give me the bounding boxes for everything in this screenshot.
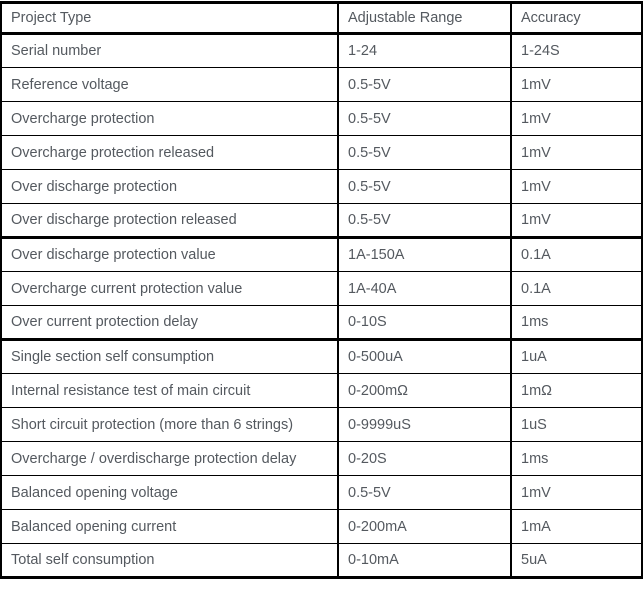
cell-project-type: Total self consumption [0, 543, 339, 579]
cell-adjustable-range: 0-200mA [337, 509, 512, 544]
table-row: Overcharge protection 0.5-5V 1mV [0, 101, 643, 136]
cell-adjustable-range: 1-24 [337, 33, 512, 68]
cell-accuracy: 1mV [510, 135, 643, 170]
cell-accuracy: 1mΩ [510, 373, 643, 408]
cell-project-type: Over discharge protection [0, 169, 339, 204]
cell-adjustable-range: 0-200mΩ [337, 373, 512, 408]
cell-project-type: Serial number [0, 33, 339, 68]
cell-accuracy: 0.1A [510, 271, 643, 306]
cell-adjustable-range: 1A-40A [337, 271, 512, 306]
cell-adjustable-range: 0-9999uS [337, 407, 512, 442]
cell-accuracy: 1mV [510, 475, 643, 510]
cell-adjustable-range: 1A-150A [337, 236, 512, 272]
cell-accuracy: 1-24S [510, 33, 643, 68]
cell-project-type: Over discharge protection released [0, 203, 339, 238]
table-row: Over discharge protection value 1A-150A 0.… [0, 236, 643, 272]
cell-accuracy: 1uA [510, 338, 643, 374]
cell-accuracy: 0.1A [510, 236, 643, 272]
cell-adjustable-range: 0.5-5V [337, 203, 512, 238]
header-adjustable-range: Adjustable Range [337, 1, 512, 35]
cell-accuracy: 1mV [510, 101, 643, 136]
cell-project-type: Overcharge protection released [0, 135, 339, 170]
cell-project-type: Balanced opening current [0, 509, 339, 544]
cell-adjustable-range: 0.5-5V [337, 475, 512, 510]
table-row: Internal resistance test of main circuit… [0, 373, 643, 408]
cell-adjustable-range: 0-10S [337, 305, 512, 340]
cell-project-type: Over current protection delay [0, 305, 339, 340]
cell-project-type: Balanced opening voltage [0, 475, 339, 510]
cell-accuracy: 1mV [510, 203, 643, 238]
header-project-type: Project Type [0, 1, 339, 35]
cell-adjustable-range: 0.5-5V [337, 169, 512, 204]
spec-table: Project Type Adjustable Range Accuracy S… [0, 1, 643, 579]
table-row: Balanced opening voltage 0.5-5V 1mV [0, 475, 643, 510]
cell-adjustable-range: 0-500uA [337, 338, 512, 374]
header-accuracy: Accuracy [510, 1, 643, 35]
table-row: Reference voltage 0.5-5V 1mV [0, 67, 643, 102]
table-row: Over current protection delay 0-10S 1ms [0, 305, 643, 340]
table-row: Serial number 1-24 1-24S [0, 33, 643, 68]
cell-project-type: Single section self consumption [0, 338, 339, 374]
table-header: Project Type Adjustable Range Accuracy [0, 1, 643, 35]
cell-accuracy: 5uA [510, 543, 643, 579]
cell-project-type: Overcharge current protection value [0, 271, 339, 306]
cell-project-type: Reference voltage [0, 67, 339, 102]
cell-accuracy: 1ms [510, 441, 643, 476]
cell-accuracy: 1mA [510, 509, 643, 544]
cell-adjustable-range: 0-10mA [337, 543, 512, 579]
table-row: Single section self consumption 0-500uA 1u… [0, 338, 643, 374]
table-body: Serial number 1-24 1-24S Reference voltage 0… [0, 33, 643, 579]
cell-project-type: Short circuit protection (more than 6 st… [0, 407, 339, 442]
cell-project-type: Internal resistance test of main circuit [0, 373, 339, 408]
cell-project-type: Overcharge / overdischarge protection de… [0, 441, 339, 476]
table-row: Overcharge / overdischarge protection de… [0, 441, 643, 476]
cell-adjustable-range: 0.5-5V [337, 67, 512, 102]
cell-adjustable-range: 0.5-5V [337, 135, 512, 170]
table-row: Overcharge current protection value 1A-40… [0, 271, 643, 306]
cell-project-type: Over discharge protection value [0, 236, 339, 272]
table-row: Overcharge protection released 0.5-5V 1mV [0, 135, 643, 170]
table-row: Balanced opening current 0-200mA 1mA [0, 509, 643, 544]
table-row: Total self consumption 0-10mA 5uA [0, 543, 643, 579]
table-row: Over discharge protection 0.5-5V 1mV [0, 169, 643, 204]
header-row: Project Type Adjustable Range Accuracy [0, 1, 643, 35]
cell-accuracy: 1mV [510, 169, 643, 204]
cell-accuracy: 1uS [510, 407, 643, 442]
table-row: Over discharge protection released 0.5-5V… [0, 203, 643, 238]
table-row: Short circuit protection (more than 6 st… [0, 407, 643, 442]
cell-accuracy: 1mV [510, 67, 643, 102]
cell-adjustable-range: 0-20S [337, 441, 512, 476]
cell-project-type: Overcharge protection [0, 101, 339, 136]
cell-accuracy: 1ms [510, 305, 643, 340]
cell-adjustable-range: 0.5-5V [337, 101, 512, 136]
